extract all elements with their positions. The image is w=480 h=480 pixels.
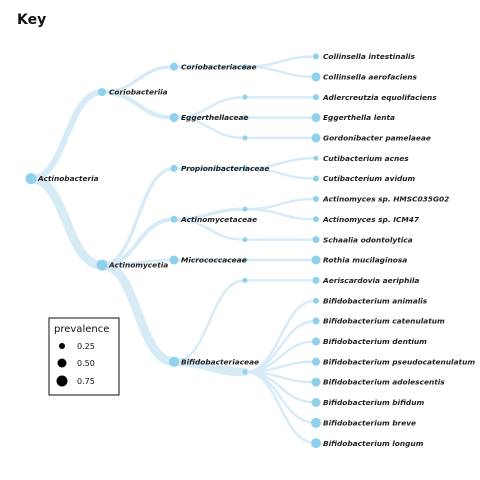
label-collinsella-aerofaciens: Collinsella aerofaciens — [323, 72, 418, 81]
node-eggerthellaceae — [169, 113, 179, 123]
node-coriobacteriaceae — [170, 62, 178, 71]
legend-title: prevalence — [54, 324, 109, 335]
node-rothia-mucilaginosa — [311, 255, 321, 265]
tree-edge — [243, 370, 318, 424]
label-eggerthella-lenta: Eggerthella lenta — [323, 113, 395, 122]
node-cutibacterium-avidum — [313, 175, 319, 182]
label-actinobacteria: Actinobacteria — [37, 174, 99, 183]
tree-edge — [243, 197, 318, 211]
tree-edge — [172, 116, 247, 140]
label-actinomyces-sp-icm47: Actinomyces sp. ICM47 — [322, 215, 420, 224]
prevalence-legend: prevalence 0.25 0.50 0.75 — [48, 317, 120, 396]
node-actinobacteria — [25, 173, 37, 185]
legend-dot-025 — [59, 343, 65, 349]
node-junction — [242, 257, 248, 263]
node-junction — [242, 64, 248, 70]
label-schaalia-odontolytica: Schaalia odontolytica — [323, 235, 413, 244]
label-bifidobacteriaceae: Bifidobacteriaceae — [181, 357, 259, 366]
label-micrococcaceae: Micrococcaceae — [181, 256, 247, 265]
node-bifidobacterium-dentium — [312, 337, 320, 346]
node-collinsella-intestinalis — [313, 53, 319, 60]
label-bifidobacterium-animalis: Bifidobacterium animalis — [323, 296, 428, 305]
node-junction — [242, 165, 248, 171]
tree-nodes — [25, 53, 321, 449]
node-cutibacterium-acnes — [313, 155, 319, 161]
node-bifidobacterium-bifidum — [311, 397, 321, 407]
node-gordonibacter-pamelaeae — [311, 133, 321, 143]
tree-edge — [26, 174, 107, 270]
label-adlercreutzia-equolifaciens: Adlercreutzia equolifaciens — [322, 93, 437, 102]
legend-label-075: 0.75 — [77, 377, 95, 386]
legend-dot-050 — [57, 358, 67, 368]
tree-edge — [28, 89, 105, 182]
node-junction — [242, 94, 248, 100]
label-cutibacterium-avidum: Cutibacterium avidum — [323, 174, 416, 183]
tree-edge — [97, 260, 179, 367]
node-actinomycetaceae — [170, 215, 178, 223]
node-aeriscardovia-aeriphila — [312, 276, 320, 284]
node-bifidobacterium-animalis — [313, 297, 319, 304]
node-actinomyces-sp-icm47 — [313, 216, 319, 223]
label-rothia-mucilaginosa: Rothia mucilaginosa — [323, 256, 407, 265]
node-bifidobacterium-pseudocatenulatum — [312, 357, 320, 366]
node-bifidobacterium-longum — [311, 438, 321, 449]
tree-edge — [100, 166, 176, 267]
label-cutibacterium-acnes: Cutibacterium acnes — [323, 154, 409, 163]
label-bifidobacterium-catenulatum: Bifidobacterium catenulatum — [323, 317, 445, 326]
node-propionibacteriaceae — [170, 164, 178, 172]
label-bifidobacterium-dentium: Bifidobacterium dentium — [323, 337, 427, 346]
legend-label-050: 0.50 — [77, 359, 95, 368]
tree-edge — [243, 370, 318, 445]
tree-edge — [169, 357, 250, 377]
node-bifidobacterium-breve — [311, 417, 321, 428]
tree-edges — [26, 55, 318, 445]
node-micrococcaceae — [169, 255, 179, 265]
key-title: Key — [17, 12, 46, 28]
node-coriobacteriia — [98, 88, 106, 97]
node-collinsella-aerofaciens — [311, 72, 321, 82]
label-propionibacteriaceae: Propionibacteriaceae — [181, 164, 269, 173]
legend-dot-075 — [56, 375, 68, 387]
label-bifidobacterium-bifidum: Bifidobacterium bifidum — [323, 398, 424, 407]
node-junction — [242, 237, 248, 243]
node-junction — [242, 115, 248, 121]
tree-edge — [243, 65, 318, 79]
tree-labels: Actinobacteria Coriobacteriia Coriobacteri… — [37, 52, 475, 448]
node-junction — [242, 206, 248, 212]
node-bifidobacteriaceae — [169, 356, 179, 367]
tree-edge — [172, 279, 247, 363]
tree-edge — [172, 218, 247, 241]
node-actinomyces-sp-hmsc035g02 — [313, 195, 319, 202]
tree-edge — [243, 167, 318, 180]
node-junction — [242, 277, 248, 283]
label-actinomycetaceae: Actinomycetaceae — [180, 215, 257, 224]
label-bifidobacterium-adolescentis: Bifidobacterium adolescentis — [323, 378, 445, 387]
tree-edge — [243, 207, 318, 221]
label-bifidobacterium-longum: Bifidobacterium longum — [323, 439, 424, 448]
node-eggerthella-lenta — [311, 113, 321, 123]
tree-edge — [99, 90, 177, 120]
label-actinomycetia: Actinomycetia — [108, 261, 168, 270]
node-bifidobacterium-adolescentis — [311, 377, 321, 387]
label-actinomyces-sp-hmsc035g02: Actinomyces sp. HMSC035G02 — [322, 195, 449, 204]
node-junction — [242, 369, 248, 375]
legend-label-025: 0.25 — [77, 342, 95, 351]
label-bifidobacterium-breve: Bifidobacterium breve — [323, 418, 416, 427]
label-gordonibacter-pamelaeae: Gordonibacter pamelaeae — [323, 134, 431, 143]
label-bifidobacterium-pseudocatenulatum: Bifidobacterium pseudocatenulatum — [323, 357, 475, 366]
node-schaalia-odontolytica — [312, 236, 320, 244]
label-aeriscardovia-aeriphila: Aeriscardovia aeriphila — [322, 276, 419, 285]
node-actinomycetia — [96, 259, 108, 271]
tree-edge — [99, 217, 177, 268]
node-adlercreutzia-equolifaciens — [313, 94, 319, 101]
label-coriobacteriia: Coriobacteriia — [109, 88, 168, 97]
label-collinsella-intestinalis: Collinsella intestinalis — [323, 52, 416, 61]
label-coriobacteriaceae: Coriobacteriaceae — [181, 62, 257, 71]
node-bifidobacterium-catenulatum — [312, 317, 320, 325]
node-junction — [242, 135, 248, 141]
label-eggerthellaceae: Eggerthellaceae — [181, 113, 249, 122]
